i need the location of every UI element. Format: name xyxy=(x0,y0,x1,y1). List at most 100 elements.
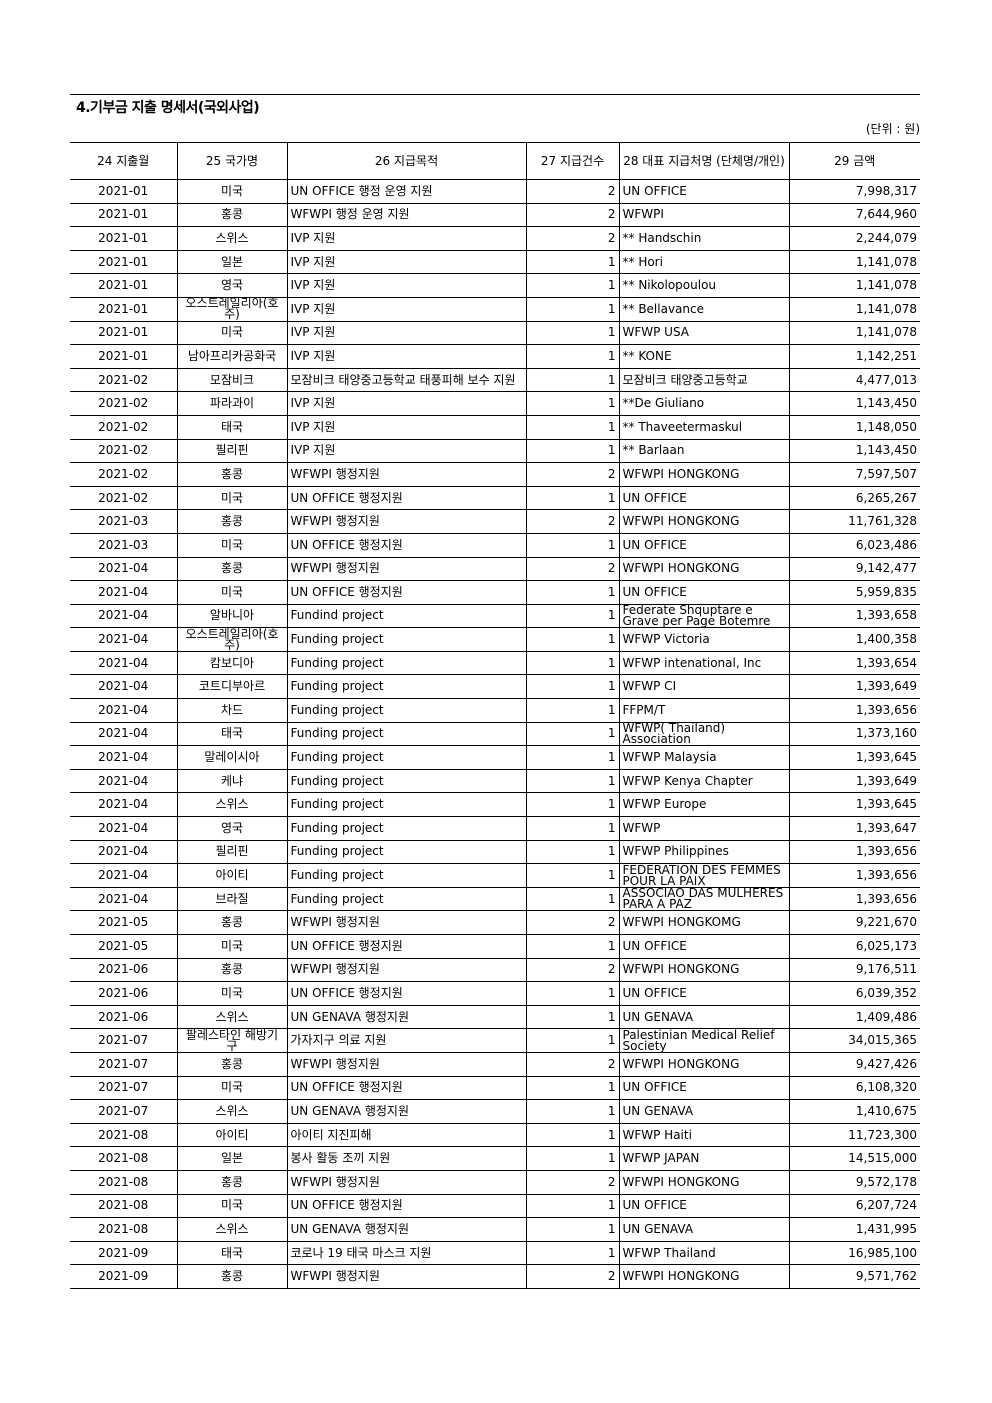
recipient-cell: Federate Shquptare e Grave per Page Bote… xyxy=(618,603,789,629)
month-cell: 2021-03 xyxy=(70,532,177,558)
month-cell: 2021-01 xyxy=(70,273,177,298)
count-cell: 1 xyxy=(525,603,619,629)
recipient-cell: WFWP Haiti xyxy=(618,1122,789,1148)
recipient-cell: WFWPI HONGKONG xyxy=(618,1051,789,1077)
amount-cell: 1,400,358 xyxy=(788,627,920,652)
country-cell: 스위스 xyxy=(176,226,287,251)
recipient-cell: UN OFFICE xyxy=(618,1193,789,1219)
country-cell: 미국 xyxy=(176,1075,287,1101)
recipient-cell: WFWPI HONGKONG xyxy=(618,1264,789,1289)
month-cell: 2021-07 xyxy=(70,1099,177,1124)
purpose-cell: IVP 지원 xyxy=(286,438,526,464)
month-cell: 2021-08 xyxy=(70,1122,177,1148)
table-row: 2021-04 케냐 Funding project 1 WFWP Kenya Chap… xyxy=(70,768,920,794)
amount-cell: 1,409,486 xyxy=(788,1004,920,1030)
recipient-cell: WFWP intenational, Inc xyxy=(618,650,789,676)
recipient-cell: ** Barlaan xyxy=(618,438,789,464)
country-cell: 홍콩 xyxy=(176,556,287,582)
amount-cell: 14,515,000 xyxy=(788,1146,920,1171)
recipient-cell: WFWP USA xyxy=(618,320,789,346)
recipient-cell: UN OFFICE xyxy=(618,981,789,1006)
purpose-cell: 아이티 지진피해 xyxy=(286,1122,526,1148)
table-row: 2021-02 파라과이 IVP 지원 1 **De Giuliano 1,143,450 xyxy=(70,391,920,416)
amount-cell: 7,998,317 xyxy=(788,179,920,204)
amount-cell: 9,571,762 xyxy=(788,1264,920,1289)
table-row: 2021-08 미국 UN OFFICE 행정지원 1 UN OFFICE 6,207,7… xyxy=(70,1193,920,1219)
count-cell: 2 xyxy=(525,509,619,534)
count-cell: 1 xyxy=(525,627,619,652)
count-cell: 1 xyxy=(525,1217,619,1242)
table-row: 2021-07 홍콩 WFWPI 행정지원 2 WFWPI HONGKONG 9,427,… xyxy=(70,1051,920,1077)
month-cell: 2021-04 xyxy=(70,792,177,818)
amount-cell: 1,410,675 xyxy=(788,1099,920,1124)
recipient-cell: WFWP Thailand xyxy=(618,1240,789,1266)
country-cell: 미국 xyxy=(176,532,287,558)
count-cell: 1 xyxy=(525,438,619,464)
recipient-cell: FFPM/T xyxy=(618,698,789,723)
recipient-cell: Palestinian Medical Relief Society xyxy=(618,1028,789,1053)
header-amount: 29 금액 xyxy=(788,142,920,180)
table-row: 2021-04 캄보디아 Funding project 1 WFWP intenati… xyxy=(70,650,920,676)
count-cell: 1 xyxy=(525,768,619,794)
count-cell: 1 xyxy=(525,839,619,865)
recipient-cell: UN OFFICE xyxy=(618,532,789,558)
country-cell: 홍콩 xyxy=(176,1264,287,1289)
amount-cell: 11,761,328 xyxy=(788,509,920,534)
table-row: 2021-08 아이티 아이티 지진피해 1 WFWP Haiti 11,723,300 xyxy=(70,1122,920,1148)
country-cell: 코트디부아르 xyxy=(176,674,287,700)
purpose-cell: IVP 지원 xyxy=(286,273,526,298)
recipient-cell: WFWP( Thailand) Association xyxy=(618,721,789,747)
country-cell: 아이티 xyxy=(176,863,287,888)
country-cell: 미국 xyxy=(176,485,287,511)
amount-cell: 6,265,267 xyxy=(788,485,920,511)
count-cell: 1 xyxy=(525,674,619,700)
country-cell: 스위스 xyxy=(176,1004,287,1030)
table-row: 2021-08 홍콩 WFWPI 행정지원 2 WFWPI HONGKONG 9,572,… xyxy=(70,1169,920,1195)
top-rule xyxy=(70,94,920,95)
count-cell: 2 xyxy=(525,462,619,487)
purpose-cell: UN GENAVA 행정지원 xyxy=(286,1099,526,1124)
country-cell: 미국 xyxy=(176,320,287,346)
month-cell: 2021-01 xyxy=(70,296,177,322)
recipient-cell: UN OFFICE xyxy=(618,179,789,204)
count-cell: 1 xyxy=(525,580,619,605)
count-cell: 2 xyxy=(525,202,619,228)
month-cell: 2021-04 xyxy=(70,627,177,652)
purpose-cell: UN OFFICE 행정 운영 지원 xyxy=(286,179,526,204)
country-cell: 파라과이 xyxy=(176,391,287,416)
count-cell: 1 xyxy=(525,1028,619,1053)
month-cell: 2021-06 xyxy=(70,957,177,983)
recipient-cell: WFWP Europe xyxy=(618,792,789,818)
purpose-cell: WFWPI 행정지원 xyxy=(286,556,526,582)
recipient-cell: WFWPI HONGKONG xyxy=(618,462,789,487)
table-row: 2021-04 태국 Funding project 1 WFWP( Thailand)… xyxy=(70,721,920,747)
country-cell: 스위스 xyxy=(176,1099,287,1124)
country-cell: 팔레스타인 해방기구 xyxy=(176,1028,287,1053)
count-cell: 1 xyxy=(525,1146,619,1171)
purpose-cell: Fundind project xyxy=(286,603,526,629)
amount-cell: 1,393,647 xyxy=(788,816,920,841)
month-cell: 2021-09 xyxy=(70,1240,177,1266)
month-cell: 2021-04 xyxy=(70,768,177,794)
recipient-cell: **De Giuliano xyxy=(618,391,789,416)
amount-cell: 4,477,013 xyxy=(788,367,920,393)
purpose-cell: WFWPI 행정 운영 지원 xyxy=(286,202,526,228)
amount-cell: 9,572,178 xyxy=(788,1169,920,1195)
recipient-cell: WFWP CI xyxy=(618,674,789,700)
recipient-cell: UN OFFICE xyxy=(618,580,789,605)
count-cell: 1 xyxy=(525,485,619,511)
count-cell: 1 xyxy=(525,863,619,888)
recipient-cell: WFWP JAPAN xyxy=(618,1146,789,1171)
table-row: 2021-08 스위스 UN GENAVA 행정지원 1 UN GENAVA 1,431,… xyxy=(70,1217,920,1242)
amount-cell: 1,393,656 xyxy=(788,839,920,865)
count-cell: 2 xyxy=(525,556,619,582)
table-row: 2021-02 미국 UN OFFICE 행정지원 1 UN OFFICE 6,265,2… xyxy=(70,485,920,511)
table-row: 2021-04 브라질 Funding project 1 ASSOCIAO DAS M… xyxy=(70,886,920,912)
count-cell: 1 xyxy=(525,745,619,770)
recipient-cell: UN GENAVA xyxy=(618,1217,789,1242)
recipient-cell: ASSOCIAO DAS MULHERES PARA A PAZ xyxy=(618,886,789,912)
amount-cell: 9,427,426 xyxy=(788,1051,920,1077)
country-cell: 남아프리카공화국 xyxy=(176,344,287,369)
month-cell: 2021-04 xyxy=(70,650,177,676)
month-cell: 2021-04 xyxy=(70,603,177,629)
